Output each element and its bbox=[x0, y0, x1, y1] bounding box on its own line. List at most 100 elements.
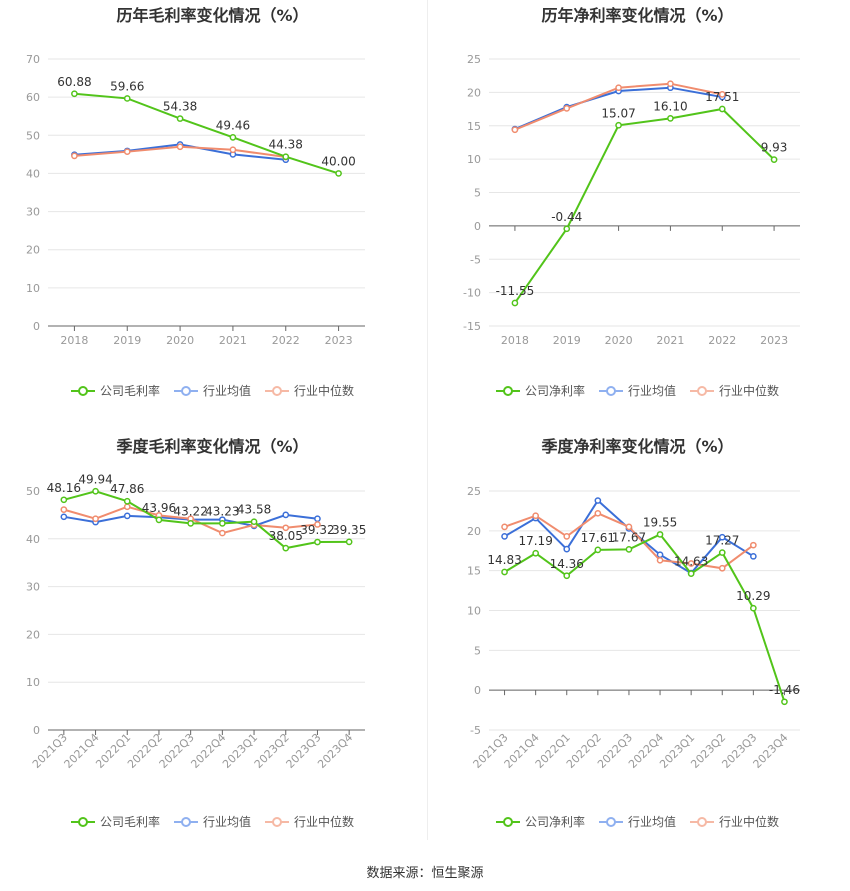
data-label: -0.44 bbox=[551, 210, 582, 224]
chart-title: 季度毛利率变化情况（%） bbox=[116, 437, 309, 456]
data-label: 43.96 bbox=[142, 501, 176, 515]
data-label: 17.61 bbox=[581, 531, 615, 545]
data-label: 59.66 bbox=[110, 79, 144, 93]
data-label: 14.83 bbox=[487, 553, 521, 567]
legend-item-avg[interactable]: 行业均值 bbox=[598, 813, 676, 830]
data-label: 39.35 bbox=[332, 523, 366, 537]
industry-median-series-point bbox=[176, 143, 184, 151]
y-tick-label: 15 bbox=[467, 120, 481, 133]
data-label: 17.19 bbox=[518, 534, 552, 548]
company-series-point bbox=[667, 115, 674, 122]
y-tick-label: 0 bbox=[33, 320, 40, 333]
legend-label: 行业均值 bbox=[627, 384, 676, 398]
legend-label: 行业均值 bbox=[202, 815, 251, 829]
company-series-point bbox=[615, 121, 622, 129]
legend-item-company[interactable]: 公司毛利率 bbox=[70, 382, 160, 399]
data-source-note: 数据来源：恒生聚源 bbox=[366, 866, 484, 881]
company-series-point bbox=[625, 546, 633, 553]
data-label: 17.27 bbox=[705, 534, 739, 548]
company-series-point bbox=[781, 698, 788, 706]
y-tick-label: 0 bbox=[33, 724, 40, 737]
legend-item-median[interactable]: 行业中位数 bbox=[265, 813, 354, 830]
legend-line-icon bbox=[70, 385, 95, 397]
y-tick-label: -5 bbox=[470, 253, 481, 266]
company-series-point bbox=[563, 225, 571, 233]
company-series-line bbox=[504, 533, 786, 703]
legend-item-median[interactable]: 行业中位数 bbox=[690, 382, 779, 399]
industry-median-series-point bbox=[229, 146, 237, 154]
x-tick-label: 2023Q4 bbox=[315, 731, 355, 771]
company-series-point bbox=[501, 568, 508, 576]
data-label: 38.05 bbox=[269, 529, 303, 543]
industry-median-series-point bbox=[667, 80, 674, 88]
legend-item-avg[interactable]: 行业均值 bbox=[173, 382, 251, 399]
legend-label: 公司毛利率 bbox=[99, 815, 160, 829]
y-tick-label: 30 bbox=[26, 581, 40, 594]
industry-median-series-point bbox=[314, 521, 321, 528]
y-tick-label: 40 bbox=[26, 167, 40, 180]
company-series-line bbox=[514, 107, 775, 304]
quarterly-gross-margin-chart: 010203040502021Q32021Q42022Q12022Q22022Q… bbox=[26, 472, 366, 771]
industry-avg-series-point bbox=[656, 551, 664, 559]
legend-item-company[interactable]: 公司净利率 bbox=[495, 382, 585, 399]
company-series-point bbox=[718, 549, 726, 556]
data-label: 16.10 bbox=[653, 99, 687, 113]
company-series-point bbox=[345, 538, 353, 546]
annual-gross-margin-chart: 0 10 20 30 40 50 60 70 2018 2019 2020 2021 2022 2023 6… bbox=[26, 53, 365, 347]
x-tick-label: 2023 bbox=[325, 334, 353, 347]
data-label: 48.16 bbox=[47, 481, 81, 495]
y-tick-label: -5 bbox=[470, 724, 481, 737]
x-tick-label: 2020 bbox=[605, 334, 633, 347]
industry-median-series-point bbox=[718, 91, 726, 98]
industry-avg-series-point bbox=[60, 513, 68, 521]
quarterly-net-margin-panel: 季度净利率变化情况（%） -5 0 5 10 15 20 25 2021Q3 2021Q4 202… bbox=[425, 431, 850, 861]
y-tick-label: 50 bbox=[26, 485, 40, 498]
x-tick-label: 2018 bbox=[60, 334, 88, 347]
y-tick-label: -10 bbox=[463, 287, 481, 300]
data-label: 10.29 bbox=[736, 589, 770, 603]
industry-median-series-point bbox=[656, 556, 664, 564]
data-label: 60.88 bbox=[57, 75, 91, 89]
company-series-point bbox=[718, 105, 726, 113]
y-tick-label: 20 bbox=[26, 244, 40, 257]
legend-line-icon bbox=[598, 385, 623, 397]
y-tick-label: 0 bbox=[474, 684, 481, 697]
industry-avg-series-point bbox=[718, 533, 726, 541]
chart-title: 历年净利率变化情况（%） bbox=[541, 6, 734, 25]
data-label: 40.00 bbox=[321, 154, 355, 168]
x-tick-label: 2022 bbox=[272, 334, 300, 347]
data-label: -1.46 bbox=[769, 683, 800, 697]
company-series-point bbox=[750, 604, 757, 612]
x-tick-label: 2020 bbox=[166, 334, 194, 347]
legend-item-avg[interactable]: 行业均值 bbox=[173, 813, 251, 830]
legend-item-company[interactable]: 公司净利率 bbox=[495, 813, 585, 830]
x-tick-label: 2018 bbox=[501, 334, 529, 347]
y-tick-label: 70 bbox=[26, 53, 40, 66]
x-tick-label: 2021 bbox=[219, 334, 247, 347]
company-series-point bbox=[770, 156, 778, 163]
legend-item-median[interactable]: 行业中位数 bbox=[690, 813, 779, 830]
legend-item-company[interactable]: 公司毛利率 bbox=[70, 813, 160, 830]
legend: 公司净利率 行业均值 行业中位数 bbox=[425, 813, 850, 830]
legend-line-icon bbox=[495, 385, 520, 397]
industry-avg-series-point bbox=[282, 511, 290, 519]
annual-gross-margin-panel: 历年毛利率变化情况（%） 0 10 20 30 40 50 60 70 2018 2019 2020… bbox=[0, 0, 425, 430]
y-tick-label: 10 bbox=[467, 153, 481, 166]
y-tick-label: 10 bbox=[26, 282, 40, 295]
industry-median-series-point bbox=[615, 84, 622, 92]
data-label: 44.38 bbox=[269, 138, 303, 152]
company-series-line bbox=[63, 490, 350, 550]
legend-label: 行业中位数 bbox=[294, 384, 355, 398]
legend-item-avg[interactable]: 行业均值 bbox=[598, 382, 676, 399]
industry-avg-series-point bbox=[314, 515, 321, 523]
legend-item-median[interactable]: 行业中位数 bbox=[265, 382, 354, 399]
industry-median-series-point bbox=[532, 512, 540, 520]
company-series-point bbox=[155, 516, 163, 524]
industry-median-series-point bbox=[92, 515, 99, 523]
industry-median-series-point bbox=[282, 524, 290, 532]
legend-line-icon bbox=[690, 816, 714, 828]
legend-label: 行业均值 bbox=[627, 815, 676, 829]
data-label: 47.86 bbox=[110, 482, 144, 496]
legend: 公司毛利率 行业均值 行业中位数 bbox=[0, 813, 425, 830]
company-series-point bbox=[250, 518, 258, 526]
